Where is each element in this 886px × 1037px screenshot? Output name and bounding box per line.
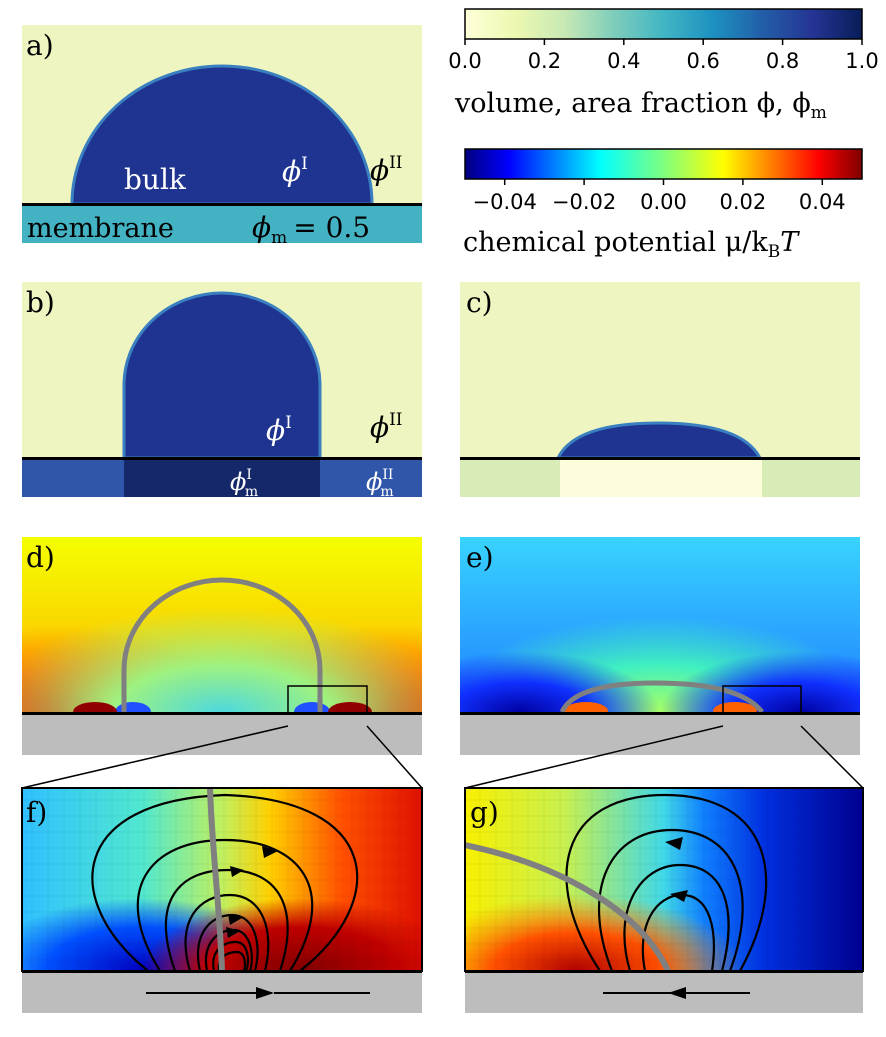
panel-b-membrane-left (22, 459, 124, 497)
colorbar-volume-tick-label: 0.2 (528, 49, 561, 73)
panel-a-membrane (22, 205, 422, 243)
panel-f-arrow-1 (262, 846, 278, 858)
panel-g: g) (464, 787, 864, 1013)
colorbar-volume-tick-label: 1.0 (845, 49, 878, 73)
panel-b-droplet (122, 291, 322, 460)
colorbar-volume-tick-label: 0.4 (607, 49, 640, 73)
panel-a-droplet (70, 64, 374, 206)
panel-g-arrow-1 (665, 837, 683, 850)
panel-a-letter: a) (26, 29, 54, 62)
panel-e-letter: e) (466, 541, 494, 574)
panel-d-interface (121, 577, 323, 712)
panel-f-interface (207, 788, 225, 971)
panel-f-flow-arrow (256, 987, 274, 999)
panel-d-center-cool (22, 537, 422, 713)
panel-f-arrow-4 (226, 927, 240, 938)
colorbar-chem-ticks: −0.04 −0.02 0.00 0.02 0.04 (473, 179, 846, 214)
panel-c-membrane-left (460, 459, 560, 497)
panel-g-arrow-2 (670, 890, 688, 902)
colorbar-chem-tick-label: 0.00 (640, 190, 687, 214)
panel-e-interface (559, 680, 764, 714)
panel-f-letter: f) (26, 796, 47, 829)
colorbar-chem-tick-label: 0.04 (799, 190, 846, 214)
panel-c: c) (460, 282, 860, 497)
panel-a-phi-II: ϕII (370, 153, 403, 187)
panel-a-membrane-label: membrane (27, 213, 174, 244)
panel-g-pixel-grid (465, 788, 863, 971)
panel-f: f) (21, 787, 423, 1013)
colorbar-chem-gradient (464, 148, 863, 180)
panel-b-letter: b) (26, 286, 55, 319)
panel-g-letter: g) (470, 796, 499, 829)
panel-a-bulk-label: bulk (124, 163, 187, 196)
zoom-line-e-left (464, 725, 724, 789)
panel-a: a) bulk ϕI ϕII membrane ϕm = 0.5 (22, 25, 422, 248)
panel-b-phi-I: ϕI (266, 413, 292, 447)
panel-e: e) (460, 537, 860, 755)
panel-f-arrow-3 (228, 914, 242, 925)
panel-a-phi-m: ϕm = 0.5 (252, 211, 370, 248)
panel-b-phi-m-II: ϕII m (366, 467, 394, 500)
colorbar-chem-tick-label: −0.02 (552, 190, 616, 214)
colorbar-chem-tick-label: 0.02 (720, 190, 767, 214)
zoom-line-e-right (800, 725, 864, 789)
panel-d-substrate (22, 714, 422, 755)
panel-b-phi-II: ϕII (370, 410, 403, 444)
panel-c-membrane-center (560, 459, 762, 497)
colorbar-chem: −0.04 −0.02 0.00 0.02 0.04 chemical potentia… (463, 148, 863, 262)
panel-c-membrane-right (762, 459, 860, 497)
colorbar-volume-tick-label: 0.8 (766, 49, 799, 73)
panel-c-droplet (555, 421, 763, 460)
colorbar-volume-ticks: 0.0 0.2 0.4 0.6 0.8 1.0 (448, 39, 879, 73)
colorbar-chem-tick-label: −0.04 (473, 190, 537, 214)
colorbar-volume-tick-label: 0.6 (686, 49, 719, 73)
panel-c-letter: c) (466, 286, 493, 319)
colorbar-chem-label: chemical potential μ/kBT (463, 227, 800, 262)
panel-d-letter: d) (26, 541, 55, 574)
panel-b-phi-m-I: ϕI m (230, 467, 258, 500)
panel-a-phi-I: ϕI (282, 154, 308, 188)
zoom-line-d-left (21, 725, 289, 789)
panel-b-membrane-center (124, 459, 320, 497)
colorbar-volume: 0.0 0.2 0.4 0.6 0.8 1.0 volume, area fraction… (448, 8, 879, 123)
panel-g-interface (465, 842, 671, 971)
colorbar-volume-tick-label: 0.0 (448, 49, 481, 73)
colorbar-volume-label: volume, area fraction ϕ, ϕm (454, 88, 827, 123)
panel-d: d) (22, 537, 422, 755)
panel-b-membrane-right (320, 459, 422, 497)
zoom-line-d-right (366, 725, 423, 789)
panel-b: b) ϕI ϕII ϕI m ϕII m (22, 282, 422, 500)
panel-e-substrate (460, 714, 860, 755)
panel-f-arrow-2 (230, 866, 244, 877)
colorbar-volume-gradient (464, 8, 863, 40)
